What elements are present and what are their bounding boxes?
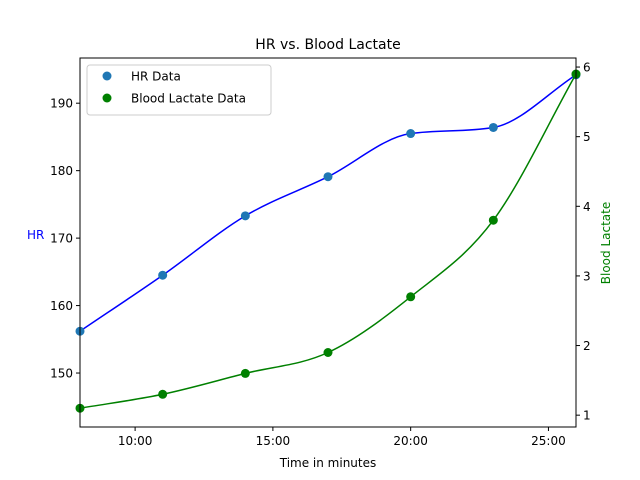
hr-data-point — [488, 122, 498, 132]
legend-marker-hr — [102, 71, 112, 81]
y-right-tick-label: 1 — [583, 409, 591, 423]
x-axis: 10:00 15:00 20:00 25:00 — [118, 427, 566, 448]
lactate-data-point — [406, 292, 416, 302]
x-tick-label: 10:00 — [118, 434, 153, 448]
x-axis-label: Time in minutes — [279, 456, 377, 470]
x-tick-label: 25:00 — [531, 434, 566, 448]
lactate-data-point — [323, 348, 333, 358]
plot-area — [75, 69, 581, 413]
legend-label-hr: HR Data — [131, 70, 181, 84]
y-axis-left: 150 160 170 180 190 — [50, 97, 80, 381]
y-right-tick-label: 4 — [583, 200, 591, 214]
y-left-tick-label: 150 — [50, 367, 73, 381]
legend-box — [86, 64, 272, 116]
chart-title: HR vs. Blood Lactate — [255, 37, 400, 53]
hr-data-point — [240, 211, 250, 221]
x-tick-label: 15:00 — [256, 434, 291, 448]
hr-data-point — [158, 270, 168, 280]
lactate-data-point — [158, 389, 168, 399]
x-tick-label: 20:00 — [393, 434, 428, 448]
y-left-tick-label: 160 — [50, 299, 73, 313]
y-right-tick-label: 3 — [583, 269, 591, 283]
hr-data-point — [406, 129, 416, 139]
y-axis-right: 1 2 3 4 5 6 — [576, 61, 591, 423]
y-right-tick-label: 5 — [583, 130, 591, 144]
y-right-tick-label: 6 — [583, 61, 591, 75]
y-right-tick-label: 2 — [583, 339, 591, 353]
y-left-tick-label: 180 — [50, 164, 73, 178]
y-axis-left-label: HR — [27, 228, 44, 242]
y-left-tick-label: 190 — [50, 97, 73, 111]
lactate-data-point — [240, 368, 250, 378]
legend: HR Data Blood Lactate Data — [86, 64, 272, 116]
hr-data-point — [323, 172, 333, 182]
y-axis-right-label: Blood Lactate — [599, 202, 613, 284]
legend-label-lactate: Blood Lactate Data — [131, 92, 246, 106]
plot-frame — [79, 57, 577, 428]
lactate-data-point — [488, 215, 498, 225]
legend-marker-lactate — [102, 93, 112, 103]
y-left-tick-label: 170 — [50, 232, 73, 246]
